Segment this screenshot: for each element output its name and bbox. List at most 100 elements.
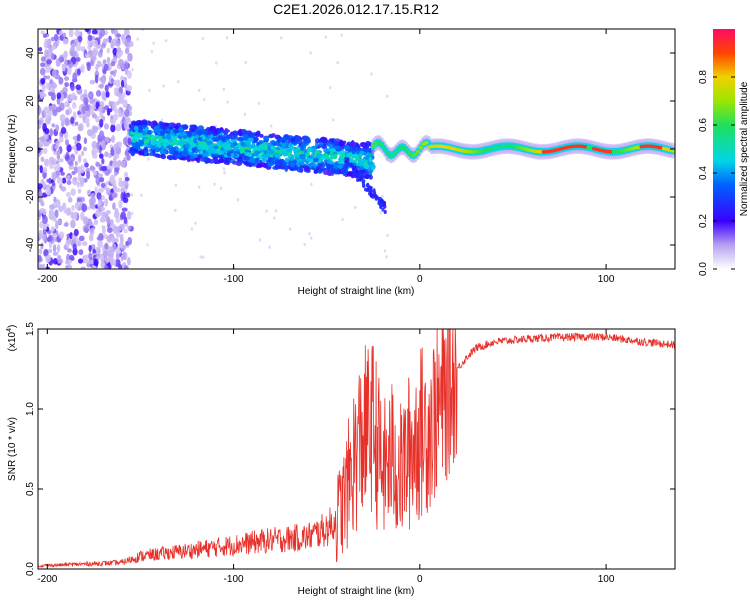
spectrogram-noise-cell: [160, 118, 164, 122]
colorbar-tick-label: 0.0: [698, 262, 709, 276]
spectrogram-noise-cell: [45, 82, 50, 90]
spectrogram-noise-cell: [66, 179, 72, 186]
spectrogram-band-cell: [281, 150, 288, 156]
spectrogram-branch-cell: [344, 156, 348, 161]
spectrogram-band-cell: [189, 154, 195, 160]
spectrogram-noise-cell: [123, 120, 128, 129]
spectrogram-band-cell: [327, 164, 335, 169]
spectrogram-noise-cell: [84, 117, 90, 124]
spectrogram-noise-cell: [39, 91, 44, 99]
spectrogram-band-cell: [263, 136, 270, 141]
spectrogram-noise-cell: [222, 87, 225, 91]
spectrogram-band-cell: [173, 128, 180, 134]
spectrogram-noise-cell: [113, 152, 120, 160]
spectrogram-noise-cell: [162, 84, 165, 88]
spectrogram-noise-cell: [190, 227, 194, 231]
spectrogram-noise-cell: [106, 47, 110, 54]
spectrogram-noise-cell: [354, 205, 357, 210]
spectrogram-noise-cell: [76, 197, 82, 203]
spectrogram-band-cell: [342, 140, 347, 145]
spectrogram-band-cell: [152, 122, 159, 126]
spectrogram-band-cell: [346, 152, 351, 157]
spectrogram-branch-cell: [364, 187, 368, 192]
spectrogram-band-cell: [213, 160, 218, 165]
y-tick-label: 1.5: [25, 322, 36, 336]
spectrogram-noise-cell: [104, 151, 109, 158]
spectrogram-noise-cell: [386, 233, 389, 237]
spectrogram-noise-cell: [40, 62, 46, 68]
x-tick-label: -200: [37, 274, 57, 285]
snr-frame: [37, 328, 676, 570]
spectrogram-noise-cell: [99, 101, 105, 108]
spectrogram-noise-cell: [54, 144, 59, 149]
spectrogram-noise-cell: [83, 97, 89, 105]
spectrogram-noise-cell: [45, 68, 50, 74]
spectrogram-noise-cell: [67, 248, 72, 253]
spectrogram-noise-cell: [52, 109, 58, 117]
spectrogram-noise-cell: [91, 152, 98, 159]
spectrogram-noise-cell: [62, 86, 68, 94]
spectrogram-noise-cell: [38, 183, 43, 190]
spectrogram-band-cell: [354, 147, 359, 151]
spectrogram-noise-cell: [65, 109, 70, 116]
spectrogram-band-cell: [300, 159, 305, 166]
spectrogram-band-cell: [208, 144, 214, 149]
spectrogram-noise-cell: [40, 201, 45, 207]
spectrogram-noise-cell: [123, 265, 129, 269]
spectrogram-noise-cell: [72, 177, 78, 182]
spectrogram-band-cell: [333, 145, 341, 150]
spectrogram-tone-core: [645, 144, 650, 148]
spectrogram-band-cell: [300, 143, 307, 149]
spectrogram-band-cell: [143, 138, 150, 144]
spectrogram-noise-cell: [48, 248, 53, 253]
spectrogram-band-cell: [162, 138, 169, 144]
spectrogram-noise-cell: [67, 59, 71, 65]
spectrogram-noise-cell: [38, 196, 43, 203]
spectrogram-noise-cell: [76, 133, 81, 142]
spectrogram-noise-cell: [99, 48, 103, 54]
spectrogram-noise-cell: [68, 29, 74, 38]
colorbar-ticks: 0.0 0.2 0.4 0.6 0.8: [698, 70, 735, 276]
snr-ticks: -200 -100 0 100 0.0 0.5 1.0 1.5: [25, 322, 675, 585]
spectrogram-noise-cell: [52, 258, 58, 265]
spectrogram-noise-cell: [104, 242, 109, 250]
spectrogram-noise-cell: [244, 60, 247, 65]
spectrogram-noise-cell: [89, 79, 96, 85]
spectrogram-noise-cell: [73, 211, 78, 220]
spectrogram-tone-core: [469, 150, 474, 154]
spectrogram-band-cell: [350, 141, 355, 147]
spectrogram-noise-cell: [101, 157, 105, 165]
spectrogram-noise-cell: [123, 216, 128, 225]
spectrogram-band-cell: [213, 145, 219, 150]
spectrogram-band-cell: [294, 156, 300, 161]
spectrogram-band-cell: [160, 130, 165, 136]
spectrogram-band-cell: [351, 148, 356, 155]
spectrogram-noise-cell: [67, 94, 74, 103]
spectrogram-band-cell: [206, 140, 213, 146]
spectrogram-noise-cell: [39, 67, 46, 76]
spectrogram-noise-cell: [38, 229, 44, 239]
spectrogram-noise-cell: [40, 78, 46, 85]
spectrogram-noise-cell: [124, 177, 130, 182]
spectrogram-band-cell: [184, 143, 191, 149]
spectrogram-noise-cell: [219, 186, 223, 190]
spectrogram-noise-cell: [42, 233, 46, 242]
spectrogram-noise-cell: [125, 192, 131, 198]
spectrogram-noise-cell: [118, 180, 125, 188]
spectrogram-band-cell: [129, 131, 137, 135]
spectrogram-branch-cell: [369, 193, 373, 198]
spectrogram-band-cell: [151, 149, 156, 154]
spectrogram-noise-cell: [100, 139, 106, 149]
spectrogram-noise-cell: [81, 241, 88, 246]
y-tick-label: 20: [25, 95, 36, 107]
spectrogram-band-cell: [186, 130, 193, 137]
spectrogram-noise-cell: [104, 198, 109, 207]
spectrogram-band-cell: [310, 153, 315, 159]
spectrogram-noise-cell: [288, 227, 292, 231]
spectrogram-noise-cell: [99, 118, 104, 128]
spectrogram-band-cell: [338, 159, 344, 165]
spectrogram-band-cell: [246, 143, 252, 148]
snr-panel: -200 -100 0 100 0.0 0.5 1.0 1.5 Height of strai…: [6, 322, 676, 597]
spectrogram-noise-cell: [47, 109, 52, 118]
